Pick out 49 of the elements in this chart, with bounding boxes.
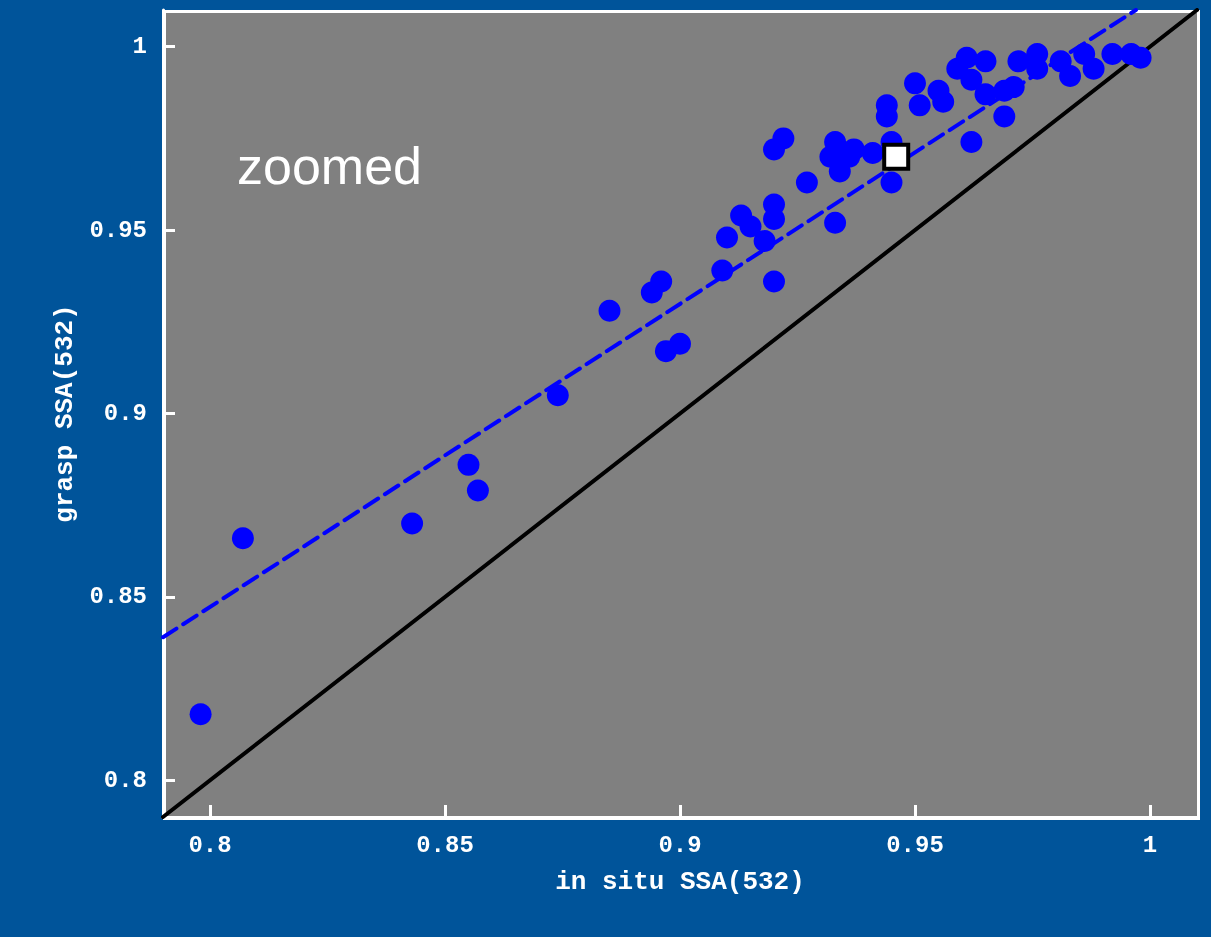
point [842,138,865,161]
point [882,142,911,171]
point [457,453,480,476]
point [231,527,254,550]
point [1002,76,1025,99]
point [466,479,489,502]
point [880,171,903,194]
point [711,259,734,282]
y-tick-label: 0.8 [103,766,147,794]
point [974,83,997,106]
point [960,131,983,154]
point [904,72,926,95]
point [1059,65,1082,88]
y-axis-title: grasp SSA(532) [50,304,81,523]
point [824,211,847,234]
point [955,46,978,69]
point [974,50,997,73]
point [1101,43,1124,66]
point [861,142,884,165]
point [1129,46,1152,69]
x-axis-title: in situ SSA(532) [555,867,805,897]
y-tick-label: 0.95 [89,216,147,244]
point [1082,57,1105,80]
point [598,299,621,322]
annotation: zoomed [237,137,422,195]
point [1007,50,1030,73]
x-tick-label: 0.8 [188,831,232,859]
point [763,270,785,293]
x-tick-label: 1 [1142,831,1158,859]
point [189,703,212,726]
point [772,127,795,150]
point [960,68,983,91]
x-tick-label: 0.95 [886,831,944,859]
y-tick-label: 1 [132,33,147,61]
x-tick-label: 0.9 [658,831,702,859]
point [795,171,818,194]
y-tick-label: 0.85 [89,583,147,611]
point [993,105,1016,128]
point [669,332,691,355]
point [546,384,569,407]
point [739,215,762,238]
point [932,90,955,113]
x-tick-label: 0.85 [416,831,474,859]
point [753,230,776,253]
point [716,226,738,249]
point [650,270,673,293]
point [401,512,424,535]
point [908,94,931,117]
y-tick-label: 0.9 [103,400,147,427]
